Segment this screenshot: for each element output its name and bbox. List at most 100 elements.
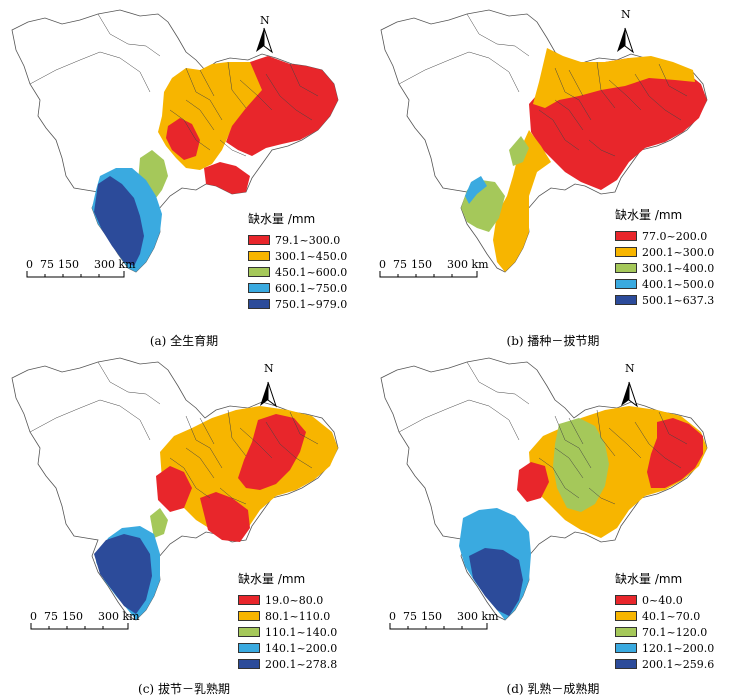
region-fill-blue (465, 176, 487, 204)
panel-caption: (c) 拔节－乳熟期 (0, 680, 368, 697)
north-label: N (264, 362, 274, 375)
legend-item: 400.1~500.0 (615, 276, 714, 292)
region-fill-darkblue (469, 548, 523, 616)
region-fill-yellow (493, 48, 695, 272)
legend-item: 200.1~300.0 (615, 244, 714, 260)
scale-label: 150 (421, 610, 442, 623)
map-canvas (11, 9, 339, 273)
caption-text: 播种－拔节期 (527, 334, 600, 348)
panel-caption: (d) 乳熟－成熟期 (369, 680, 737, 697)
legend-label: 200.1~300.0 (642, 245, 715, 259)
legend: 缺水量 /mm 79.1~300.0 300.1~450.0 450.1~600… (248, 210, 347, 312)
panel-caption: (a) 全生育期 (0, 332, 368, 349)
region-fill-red (156, 414, 306, 542)
legend-label: 300.1~400.0 (642, 261, 715, 275)
scale-ticks (30, 623, 129, 630)
legend-item: 300.1~450.0 (248, 248, 347, 264)
legend-label: 77.0~200.0 (642, 229, 708, 243)
map-canvas (11, 357, 339, 621)
scale-ticks (26, 271, 125, 278)
scale-bar: 0 75 150 300 km (389, 610, 499, 630)
region-fill-green (150, 508, 168, 538)
legend-label: 140.1~200.0 (265, 641, 338, 655)
legend-item: 450.1~600.0 (248, 264, 347, 280)
legend-item: 120.1~200.0 (615, 640, 714, 656)
north-label: N (260, 14, 270, 27)
north-arrow-icon (617, 27, 634, 54)
scale-label: 150 (58, 258, 79, 271)
scale-label: 150 (62, 610, 83, 623)
legend-title: 缺水量 /mm (615, 208, 683, 222)
panel-caption: (b) 播种－拔节期 (369, 332, 737, 349)
region-fill-red (517, 418, 703, 502)
scale-label: 0 (26, 258, 33, 271)
caption-id: (b) (506, 334, 524, 348)
legend-item: 750.1~979.0 (248, 296, 347, 312)
north-arrow-icon (260, 381, 277, 408)
legend-title: 缺水量 /mm (248, 212, 316, 226)
map-canvas (380, 357, 708, 621)
county-boundaries (29, 13, 319, 157)
scale-bar: 0 75 150 300 km (30, 610, 140, 630)
legend-item: 140.1~200.0 (238, 640, 337, 656)
legend-item: 500.1~637.3 (615, 292, 714, 308)
scale-label: 0 (389, 610, 396, 623)
caption-id: (d) (506, 682, 524, 696)
region-fill-green (553, 418, 609, 512)
legend-item: 40.1~70.0 (615, 608, 714, 624)
north-arrow-icon (256, 27, 273, 54)
map-panel-d: N 缺水量 /mm 0~40.0 40.1~70.0 70.1~120.0 12… (369, 348, 737, 696)
legend-label: 40.1~70.0 (642, 609, 701, 623)
legend-item: 0~40.0 (615, 592, 714, 608)
legend-item: 300.1~400.0 (615, 260, 714, 276)
scale-label: 0 (379, 258, 386, 271)
legend-label: 80.1~110.0 (265, 609, 331, 623)
legend-label: 500.1~637.3 (642, 293, 715, 307)
north-arrow-icon (621, 381, 638, 408)
scale-labels: 0 75 150 300 km (30, 610, 140, 623)
legend-label: 70.1~120.0 (642, 625, 708, 639)
legend-title: 缺水量 /mm (238, 572, 306, 586)
legend-label: 79.1~300.0 (275, 233, 341, 247)
scale-label: 300 km (447, 258, 489, 271)
legend-item: 600.1~750.0 (248, 280, 347, 296)
caption-text: 乳熟－成熟期 (527, 682, 600, 696)
legend-item: 70.1~120.0 (615, 624, 714, 640)
scale-label: 75 (44, 610, 58, 623)
map-panel-c: N 缺水量 /mm 19.0~80.0 80.1~110.0 110.1~140… (0, 348, 368, 696)
legend-label: 200.1~278.8 (265, 657, 338, 671)
legend-item: 200.1~259.6 (615, 656, 714, 672)
map-panel-a: N 缺水量 /mm 79.1~300.0 300.1~450.0 450.1~6… (0, 0, 368, 348)
legend: 缺水量 /mm 77.0~200.0 200.1~300.0 300.1~400… (615, 206, 714, 308)
scale-ticks (389, 623, 488, 630)
scale-labels: 0 75 150 300 km (389, 610, 499, 623)
map-canvas (380, 9, 708, 273)
legend-label: 600.1~750.0 (275, 281, 348, 295)
caption-text: 拔节－乳熟期 (157, 682, 230, 696)
county-boundaries (29, 361, 319, 505)
legend-label: 450.1~600.0 (275, 265, 348, 279)
north-label: N (625, 362, 635, 375)
scale-label: 0 (30, 610, 37, 623)
scale-bar: 0 75 150 300 km (26, 258, 136, 278)
legend-title: 缺水量 /mm (615, 572, 683, 586)
caption-id: (a) (149, 334, 167, 348)
scale-label: 300 km (98, 610, 140, 623)
region-fill-darkblue (94, 534, 152, 614)
legend-item: 19.0~80.0 (238, 592, 337, 608)
legend-label: 19.0~80.0 (265, 593, 324, 607)
legend-label: 0~40.0 (642, 593, 683, 607)
legend-label: 110.1~140.0 (265, 625, 338, 639)
north-label: N (621, 8, 631, 21)
legend-item: 79.1~300.0 (248, 232, 347, 248)
scale-label: 150 (411, 258, 432, 271)
county-boundaries (398, 361, 688, 505)
scale-label: 75 (403, 610, 417, 623)
scale-label: 300 km (457, 610, 499, 623)
legend-item: 200.1~278.8 (238, 656, 337, 672)
legend-label: 400.1~500.0 (642, 277, 715, 291)
scale-labels: 0 75 150 300 km (26, 258, 136, 271)
legend: 缺水量 /mm 19.0~80.0 80.1~110.0 110.1~140.0… (238, 570, 337, 672)
legend-item: 110.1~140.0 (238, 624, 337, 640)
scale-label: 75 (393, 258, 407, 271)
